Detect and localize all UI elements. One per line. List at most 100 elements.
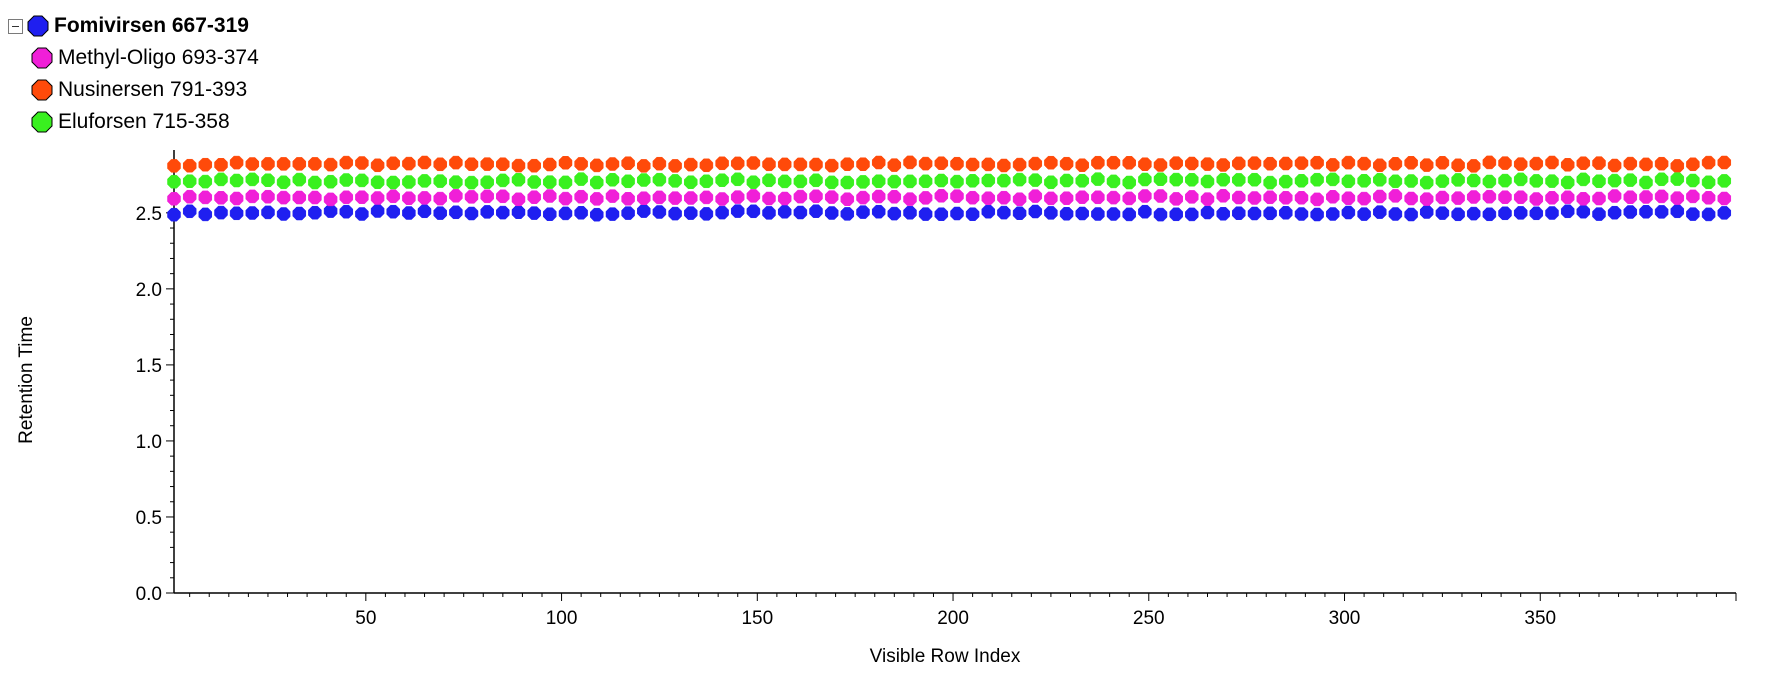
data-point [1529, 206, 1544, 221]
data-point [903, 192, 917, 206]
data-point [1106, 174, 1121, 189]
data-point [1310, 155, 1324, 170]
data-point [1419, 192, 1434, 206]
data-point [496, 157, 510, 171]
data-point [1106, 190, 1121, 205]
data-point [1216, 158, 1230, 172]
data-point [793, 189, 808, 204]
legend: Fomivirsen 667-319 Methyl-Oligo 693-374 … [8, 10, 259, 138]
data-point [1075, 206, 1089, 221]
x-tick-label: 50 [355, 608, 376, 629]
data-point [1404, 207, 1418, 222]
data-point [1529, 156, 1544, 171]
data-point [903, 206, 917, 220]
collapse-icon[interactable] [8, 18, 23, 34]
data-point [167, 207, 181, 222]
data-point [793, 205, 808, 220]
data-point [355, 173, 369, 188]
data-point [871, 189, 886, 204]
data-point [1310, 192, 1324, 207]
data-point [1232, 190, 1246, 205]
data-point [918, 207, 933, 221]
data-point [1466, 190, 1481, 204]
data-point [214, 205, 228, 220]
data-point [1028, 204, 1043, 219]
data-point [824, 175, 839, 190]
data-point [997, 158, 1011, 173]
data-point [715, 205, 729, 220]
data-point [1059, 207, 1074, 221]
legend-item-eluforsen[interactable]: Eluforsen 715-358 [8, 106, 259, 138]
data-point [198, 174, 213, 189]
data-point [1451, 158, 1465, 173]
data-point [339, 155, 354, 170]
data-point [182, 204, 197, 219]
data-point [323, 204, 338, 218]
data-point [777, 191, 792, 206]
data-point [809, 157, 823, 172]
data-point [1607, 205, 1622, 220]
data-point [1717, 174, 1732, 188]
data-point [245, 206, 260, 220]
data-point [1138, 204, 1152, 219]
legend-item-methyl-oligo[interactable]: Methyl-Oligo 693-374 [8, 42, 259, 74]
data-point [1028, 156, 1043, 171]
legend-item-nusinersen[interactable]: Nusinersen 791-393 [8, 74, 259, 106]
y-axis-title: Retention Time [16, 316, 37, 444]
data-point [981, 191, 996, 205]
data-point [574, 206, 588, 220]
data-point [543, 189, 557, 203]
data-point [1404, 191, 1418, 206]
data-point [1435, 206, 1450, 220]
data-point [684, 175, 698, 189]
data-point [1607, 189, 1622, 203]
data-point [1482, 189, 1497, 204]
data-point [339, 173, 354, 187]
data-point [997, 205, 1011, 220]
data-point [1341, 205, 1356, 220]
data-point [668, 159, 682, 173]
data-point [402, 156, 416, 171]
data-point [1623, 190, 1638, 204]
data-point [746, 189, 761, 203]
data-point [871, 204, 886, 219]
data-point [323, 157, 338, 172]
data-point [1576, 204, 1591, 219]
data-point [543, 175, 557, 189]
data-point [777, 205, 792, 219]
data-point [918, 156, 933, 171]
data-point [1451, 191, 1465, 205]
data-point [214, 172, 228, 187]
data-point [1607, 158, 1622, 173]
data-point [1513, 172, 1528, 187]
data-point [652, 172, 667, 187]
data-point [1435, 174, 1450, 188]
data-point [355, 207, 369, 221]
data-point [809, 204, 823, 218]
data-point [730, 204, 745, 218]
data-point [1216, 172, 1230, 187]
data-point [276, 157, 291, 171]
data-point [1545, 174, 1559, 188]
legend-item-fomivirsen[interactable]: Fomivirsen 667-319 [8, 10, 259, 42]
data-point [574, 189, 588, 204]
data-point [511, 205, 526, 219]
data-point [574, 172, 588, 186]
data-point [339, 190, 354, 205]
data-point [1388, 157, 1403, 171]
data-point [1153, 189, 1168, 203]
data-point [480, 189, 494, 204]
data-point [214, 191, 228, 205]
data-point [1654, 205, 1669, 219]
data-point [621, 192, 635, 206]
data-point [339, 204, 354, 219]
y-tick-label: 2.5 [136, 204, 162, 225]
data-point [668, 191, 682, 205]
data-point [1513, 157, 1528, 171]
data-point [1263, 175, 1277, 190]
data-point [1513, 190, 1528, 204]
data-point [1310, 207, 1324, 222]
data-point [997, 173, 1011, 188]
data-point [1091, 172, 1105, 186]
data-point [637, 204, 651, 218]
